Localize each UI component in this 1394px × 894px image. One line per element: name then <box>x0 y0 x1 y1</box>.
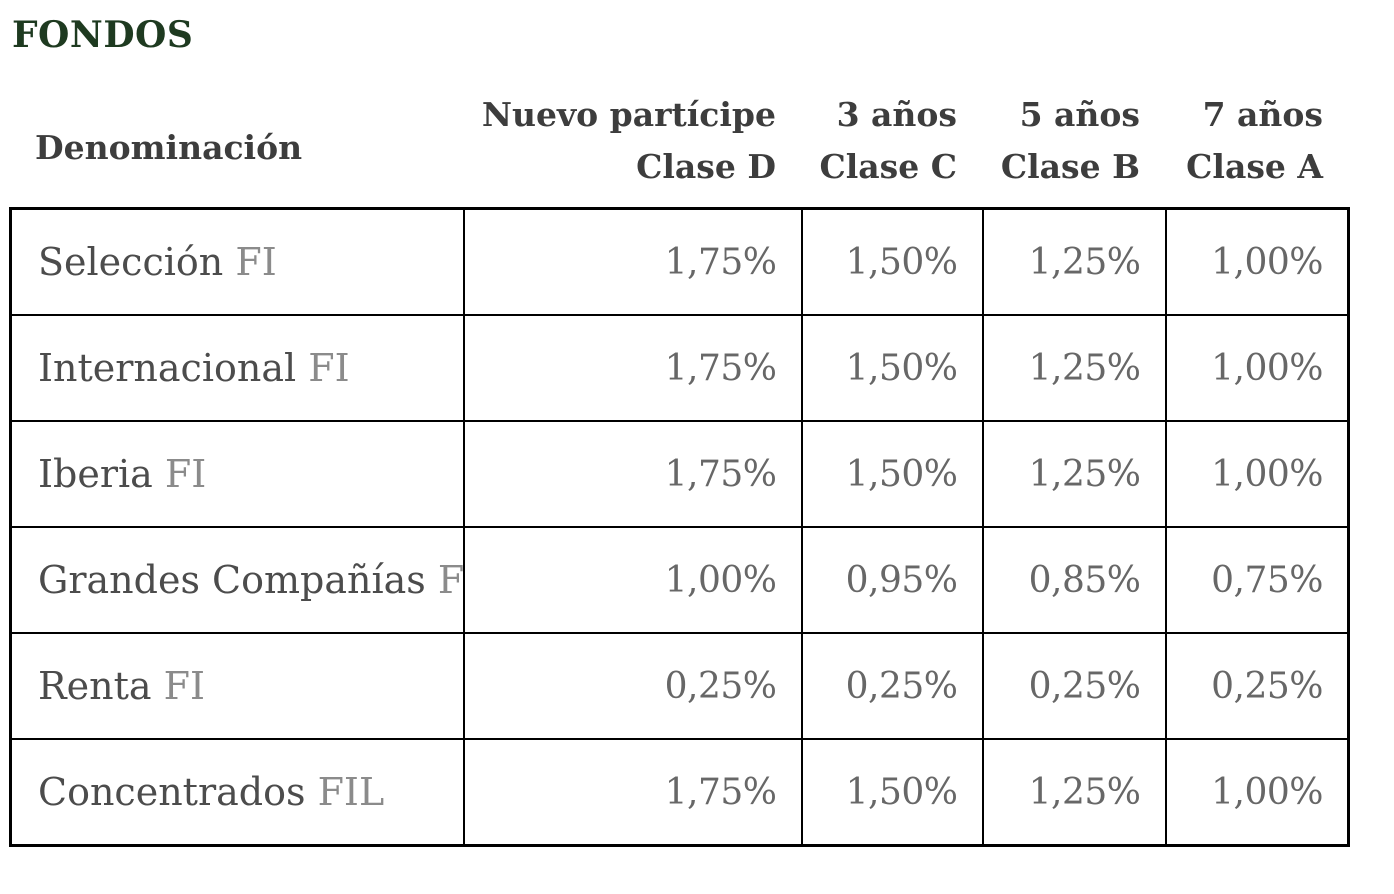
fund-name-cell: Selección FI <box>9 207 465 316</box>
fee-value-clase-a: 1,00% <box>1164 207 1350 316</box>
fee-value-clase-a: 1,00% <box>1164 314 1350 422</box>
fee-value-clase-b: 1,25% <box>981 420 1167 528</box>
fondos-fees-page: FONDOS Denominación Nuevo partícipe Clas… <box>0 14 1394 847</box>
fee-value-clase-b: 1,25% <box>981 314 1167 422</box>
fund-name-cell: Iberia FI <box>9 420 465 528</box>
fund-name: Renta <box>38 664 152 708</box>
fund-name: Iberia <box>38 452 153 496</box>
page-title: FONDOS <box>12 14 194 56</box>
column-header-5-anos-clase-b: 5 años Clase B <box>981 89 1164 193</box>
fee-value-clase-d: 1,75% <box>462 314 803 422</box>
table-row-internacional: Internacional FI 1,75% 1,50% 1,25% 1,00% <box>9 314 1350 422</box>
fee-value-clase-d: 1,75% <box>462 207 803 316</box>
fee-value-clase-a: 0,25% <box>1164 632 1350 740</box>
fund-type-suffix: FIL <box>317 770 385 814</box>
fee-value-clase-b: 0,25% <box>981 632 1167 740</box>
fee-value-clase-b: 1,25% <box>981 207 1167 316</box>
fee-value-clase-b: 1,25% <box>981 738 1167 847</box>
fee-value-clase-b: 0,85% <box>981 526 1167 634</box>
fee-value-clase-c: 0,95% <box>800 526 984 634</box>
fund-name: Grandes Compañías <box>38 558 426 602</box>
column-header-7-anos-clase-a: 7 años Clase A <box>1164 89 1347 193</box>
fee-value-clase-c: 1,50% <box>800 738 984 847</box>
fund-type-suffix: FI <box>163 664 205 708</box>
column-header-3-anos-clase-c: 3 años Clase C <box>800 89 981 193</box>
fund-name-cell: Grandes Compañías FI <box>9 526 465 634</box>
fund-type-suffix: FI <box>437 558 464 602</box>
fee-value-clase-c: 0,25% <box>800 632 984 740</box>
header-period-label: 5 años <box>1019 95 1140 134</box>
header-period-label: Nuevo partícipe <box>481 95 776 134</box>
fee-value-clase-a: 1,00% <box>1164 420 1350 528</box>
table-row-grandes-companias: Grandes Compañías FI 1,00% 0,95% 0,85% 0… <box>9 526 1350 634</box>
fee-value-clase-d: 1,75% <box>462 420 803 528</box>
fund-name-cell: Renta FI <box>9 632 465 740</box>
fund-type-suffix: FI <box>308 346 350 390</box>
fund-name-cell: Concentrados FIL <box>9 738 465 847</box>
header-period-label: 7 años <box>1202 95 1323 134</box>
fund-name-cell: Internacional FI <box>9 314 465 422</box>
column-header-nuevo-participe-clase-d: Nuevo partícipe Clase D <box>462 89 800 193</box>
fund-name: Concentrados <box>38 770 306 814</box>
fee-value-clase-d: 0,25% <box>462 632 803 740</box>
column-header-denominacion: Denominación <box>35 128 303 167</box>
fee-value-clase-c: 1,50% <box>800 207 984 316</box>
header-class-label: Clase C <box>819 147 957 186</box>
fee-value-clase-c: 1,50% <box>800 314 984 422</box>
header-period-label: 3 años <box>836 95 957 134</box>
table-row-concentrados: Concentrados FIL 1,75% 1,50% 1,25% 1,00% <box>9 738 1350 847</box>
fee-value-clase-a: 1,00% <box>1164 738 1350 847</box>
fund-type-suffix: FI <box>164 452 207 496</box>
fund-name: Selección <box>38 240 224 284</box>
fees-table: Selección FI 1,75% 1,50% 1,25% 1,00% Int… <box>9 207 1350 847</box>
table-header-row: Denominación Nuevo partícipe Clase D 3 a… <box>9 89 1347 193</box>
header-class-label: Clase B <box>1000 147 1140 186</box>
fund-type-suffix: FI <box>235 240 277 284</box>
table-row-renta: Renta FI 0,25% 0,25% 0,25% 0,25% <box>9 632 1350 740</box>
fee-value-clase-a: 0,75% <box>1164 526 1350 634</box>
header-class-label: Clase A <box>1186 147 1323 186</box>
table-row-seleccion: Selección FI 1,75% 1,50% 1,25% 1,00% <box>9 207 1350 316</box>
fee-value-clase-c: 1,50% <box>800 420 984 528</box>
table-row-iberia: Iberia FI 1,75% 1,50% 1,25% 1,00% <box>9 420 1350 528</box>
fund-name: Internacional <box>38 346 297 390</box>
fee-value-clase-d: 1,75% <box>462 738 803 847</box>
fee-value-clase-d: 1,00% <box>462 526 803 634</box>
header-class-label: Clase D <box>636 147 776 186</box>
